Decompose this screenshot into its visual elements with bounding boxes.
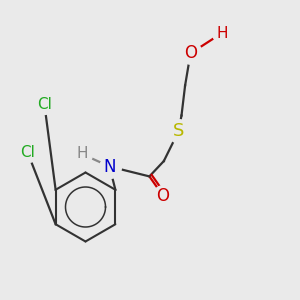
Text: Cl: Cl — [20, 145, 35, 160]
Text: O: O — [156, 187, 170, 205]
Text: Cl: Cl — [37, 97, 52, 112]
Text: O: O — [184, 44, 197, 62]
Text: N: N — [103, 158, 116, 175]
Text: S: S — [173, 122, 184, 140]
Text: H: H — [76, 146, 88, 161]
Text: H: H — [216, 26, 228, 40]
